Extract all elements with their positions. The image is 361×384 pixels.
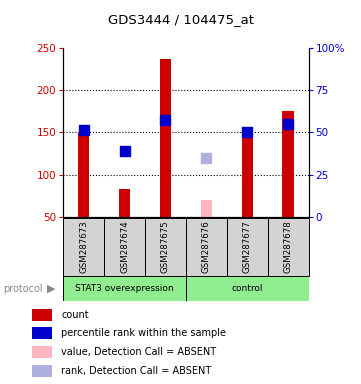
Text: ▶: ▶	[47, 284, 56, 294]
Point	[285, 121, 291, 127]
Text: GSM287678: GSM287678	[284, 220, 293, 273]
Text: value, Detection Call = ABSENT: value, Detection Call = ABSENT	[61, 347, 217, 357]
Text: GSM287673: GSM287673	[79, 220, 88, 273]
Text: rank, Detection Call = ABSENT: rank, Detection Call = ABSENT	[61, 366, 212, 376]
Point	[81, 127, 87, 133]
FancyBboxPatch shape	[145, 218, 186, 276]
Bar	[32, 328, 52, 339]
Text: count: count	[61, 310, 89, 319]
Bar	[32, 346, 52, 358]
Point	[204, 155, 209, 161]
FancyBboxPatch shape	[186, 218, 227, 276]
Text: percentile rank within the sample: percentile rank within the sample	[61, 328, 226, 338]
Bar	[282, 111, 294, 217]
Point	[244, 129, 250, 135]
Bar	[32, 309, 52, 321]
Text: control: control	[231, 285, 263, 293]
Text: GDS3444 / 104475_at: GDS3444 / 104475_at	[108, 13, 253, 26]
Bar	[160, 59, 171, 217]
FancyBboxPatch shape	[186, 276, 309, 301]
Text: GSM287675: GSM287675	[161, 220, 170, 273]
FancyBboxPatch shape	[268, 218, 309, 276]
Bar	[201, 200, 212, 217]
Bar	[242, 132, 253, 217]
Point	[162, 117, 168, 123]
FancyBboxPatch shape	[104, 218, 145, 276]
Text: STAT3 overexpression: STAT3 overexpression	[75, 285, 174, 293]
FancyBboxPatch shape	[227, 218, 268, 276]
Bar	[32, 365, 52, 377]
Text: GSM287677: GSM287677	[243, 220, 252, 273]
FancyBboxPatch shape	[63, 276, 186, 301]
Point	[122, 148, 127, 154]
Text: GSM287674: GSM287674	[120, 220, 129, 273]
Text: protocol: protocol	[4, 284, 43, 294]
Text: GSM287676: GSM287676	[202, 220, 211, 273]
Bar	[119, 189, 130, 217]
FancyBboxPatch shape	[63, 218, 104, 276]
Bar	[78, 132, 90, 217]
